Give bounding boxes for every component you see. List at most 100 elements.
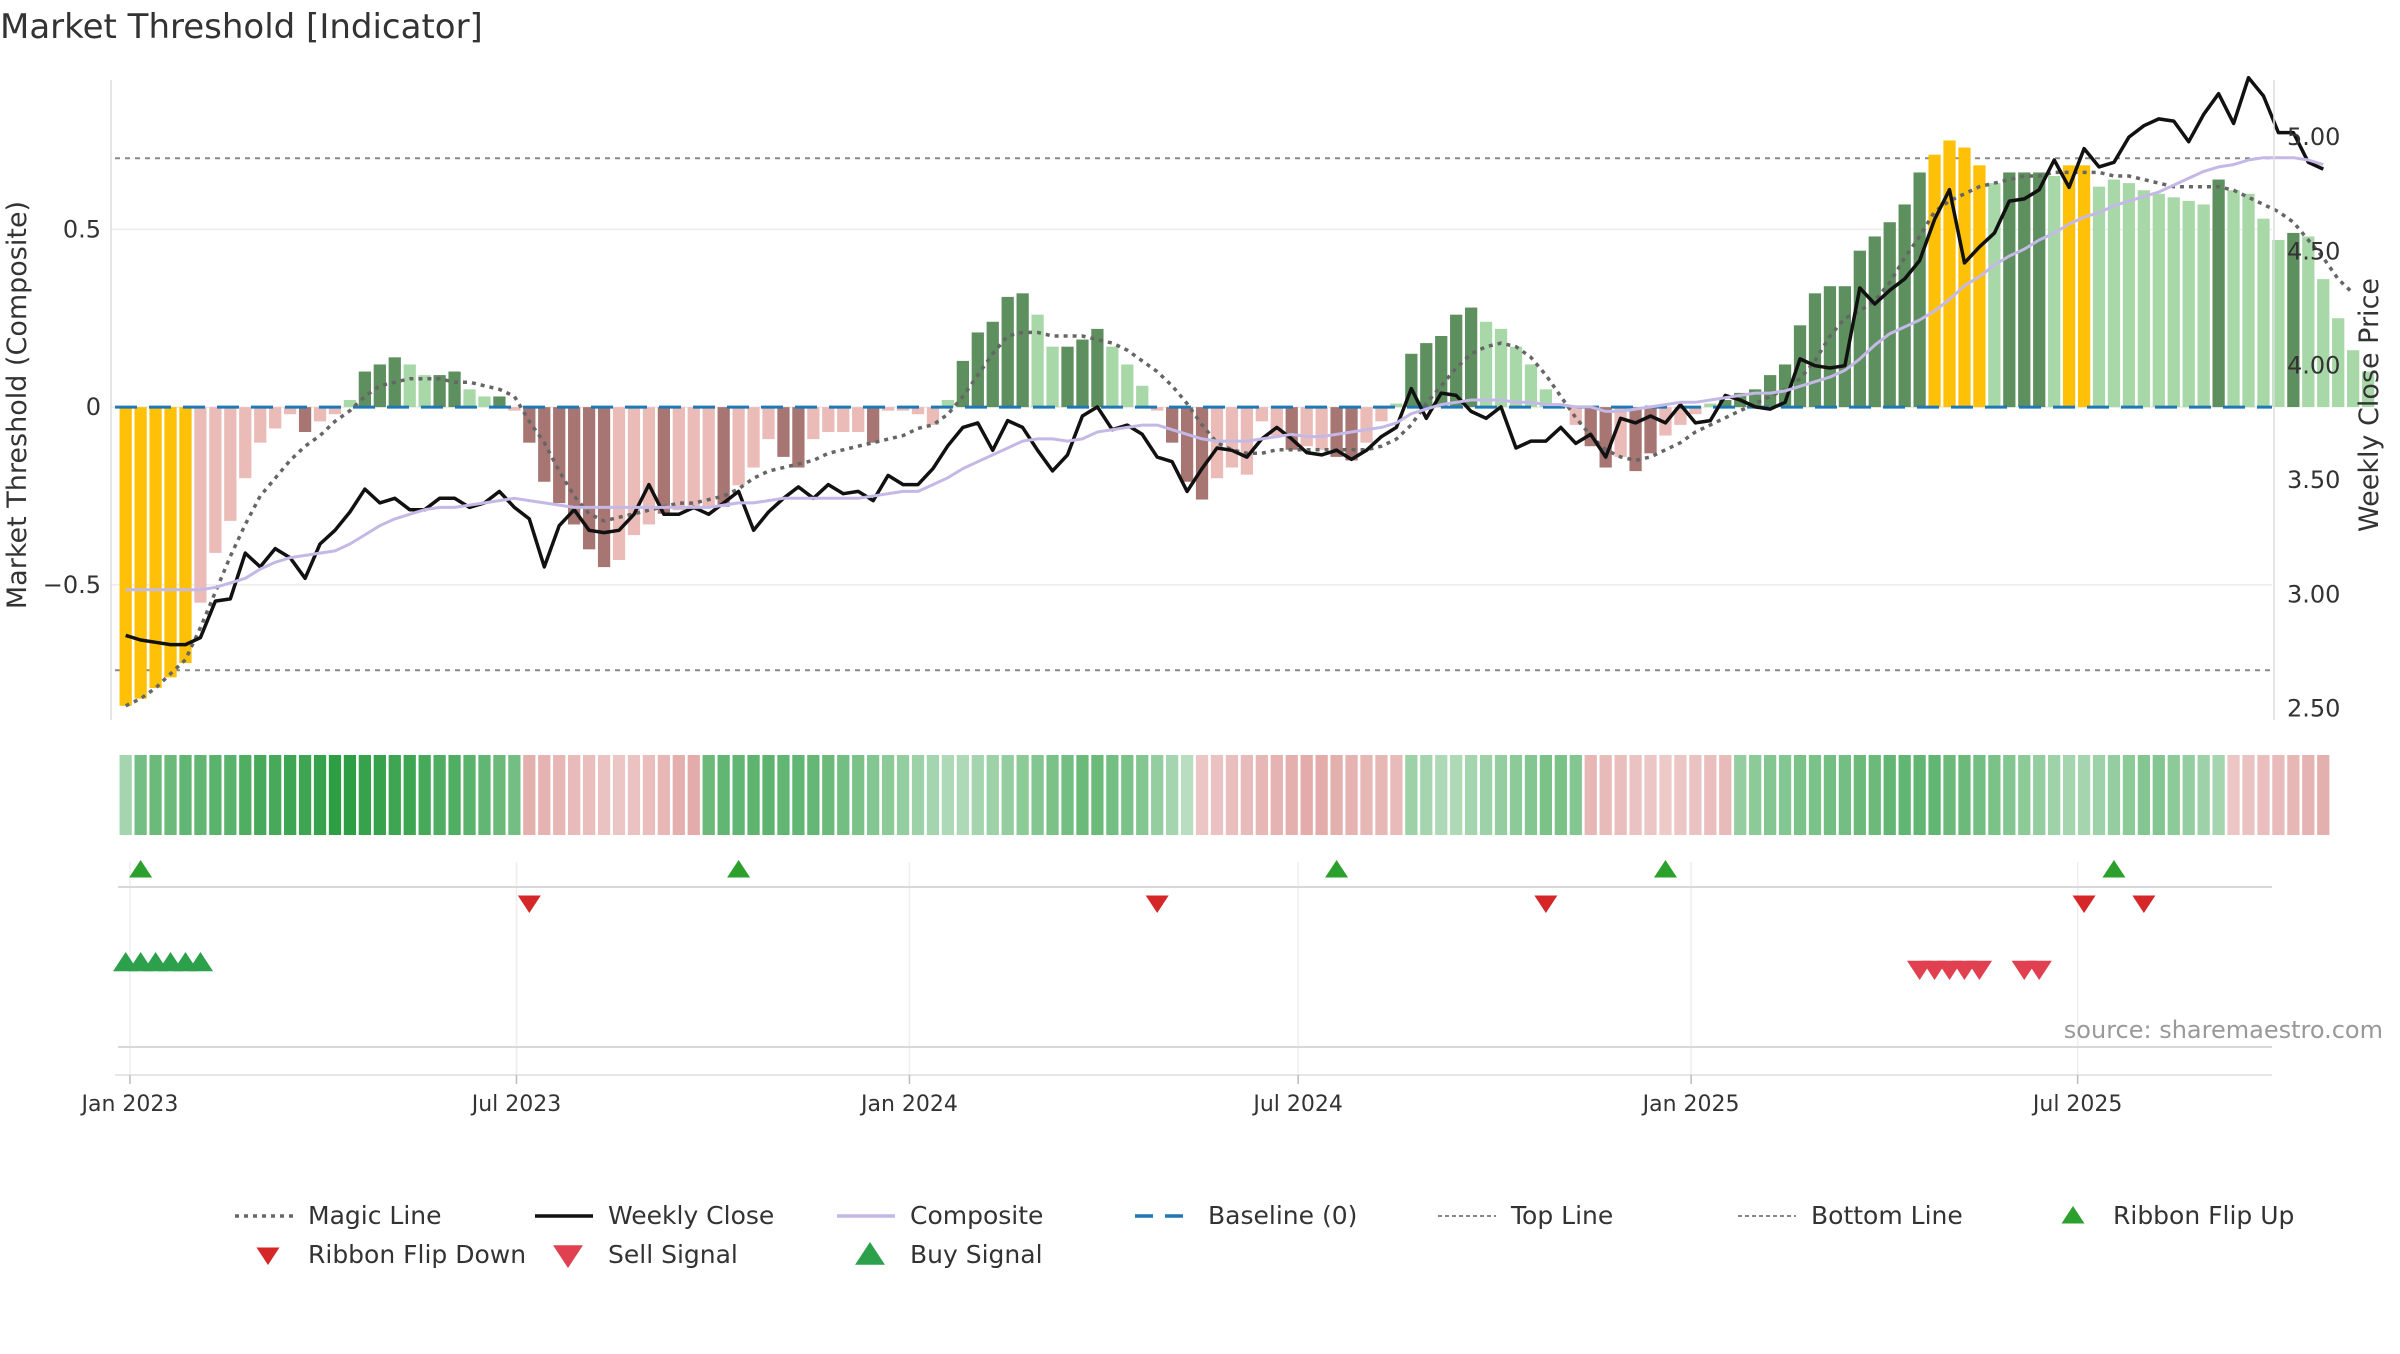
ribbon-cell	[478, 755, 491, 835]
composite-bar	[2212, 179, 2225, 408]
composite-bar	[179, 407, 192, 664]
ribbon-cell	[2167, 755, 2180, 835]
x-tick-label: Jan 2023	[79, 1092, 178, 1117]
composite-bar	[2137, 190, 2150, 408]
ribbon-cell	[1808, 755, 1822, 835]
ribbon-cell	[328, 755, 342, 835]
composite-bar	[1076, 339, 1089, 408]
composite-bar	[2347, 350, 2360, 408]
composite-bar	[493, 396, 506, 408]
x-tick-label: Jan 2025	[1641, 1092, 1740, 1117]
ribbon-cell	[1958, 755, 1971, 835]
composite-bar	[1943, 140, 1956, 408]
composite-bar	[553, 407, 566, 504]
ribbon-cell	[1674, 755, 1687, 835]
composite-bar	[1704, 403, 1717, 408]
composite-bar	[1330, 407, 1343, 457]
ribbon-cell	[1734, 755, 1747, 835]
composite-bar	[358, 371, 371, 408]
composite-bar	[508, 407, 521, 411]
ribbon-cell	[1405, 755, 1418, 835]
composite-bar	[328, 407, 342, 415]
composite-bar	[2272, 240, 2285, 408]
ribbon-cell	[2077, 755, 2091, 835]
y-axis-right-label: Weekly Close Price	[2354, 278, 2385, 532]
ribbon-flip-down-marker	[1145, 895, 1169, 913]
ribbon-cell	[1285, 755, 1298, 835]
axes: 0.5 0 −0.5 5.00 4.50 4.00 3.50 3.00 2.50	[43, 80, 2340, 723]
sell-signal-marker	[2026, 960, 2052, 980]
legend-label: Buy Signal	[910, 1240, 1043, 1269]
ribbon-cell	[2003, 755, 2016, 835]
composite-bar	[1151, 407, 1164, 411]
composite-bar	[239, 407, 252, 479]
composite-bar	[2317, 279, 2330, 408]
ribbon-cell	[852, 755, 865, 835]
composite-bar	[1435, 336, 1448, 408]
composite-bar	[2018, 172, 2031, 408]
composite-bar	[1853, 250, 1866, 408]
sell-signal-marker	[1966, 960, 1993, 980]
ribbon-flip-up-marker	[129, 860, 153, 878]
ribbon-cell	[298, 755, 312, 835]
ribbon-cell	[1928, 755, 1941, 835]
composite-bar	[2182, 200, 2195, 408]
composite-bar	[1091, 328, 1104, 408]
ribbon-cell	[433, 755, 446, 835]
ribbon-cell	[1360, 755, 1373, 835]
ribbon-cell	[1973, 755, 1986, 835]
composite-bar	[657, 407, 670, 514]
ribbon-cell	[777, 755, 790, 835]
composite-bar	[702, 407, 715, 507]
composite-bar	[119, 407, 132, 706]
legend-swatch	[553, 1245, 583, 1268]
composite-bar	[2167, 197, 2180, 408]
composite-bar	[1031, 314, 1044, 408]
composite-bar	[1360, 407, 1373, 443]
ribbon-cell	[1375, 755, 1388, 835]
composite-bar	[986, 321, 999, 408]
ribbon-cell	[1838, 755, 1852, 835]
composite-bar	[1225, 407, 1239, 468]
composite-bar	[1973, 165, 1986, 408]
ribbon-cell	[1225, 755, 1239, 835]
ribbon-cell	[1554, 755, 1567, 835]
ribbon-cell	[149, 755, 162, 835]
legend-item: Baseline (0)	[1135, 1201, 1357, 1230]
ribbon-cell	[493, 755, 506, 835]
composite-bar	[1180, 407, 1194, 482]
ribbon-flip-up-marker	[1653, 860, 1677, 878]
ribbon-cell	[747, 755, 760, 835]
ribbon-cell	[179, 755, 192, 835]
composite-bar	[1494, 328, 1508, 408]
ribbon-cell	[2048, 755, 2061, 835]
composite-bar	[2048, 176, 2061, 408]
composite-bar	[2227, 190, 2240, 408]
ribbon-cell	[1704, 755, 1717, 835]
composite-bar	[822, 407, 835, 432]
ribbon-cell	[1793, 755, 1807, 835]
composite-bar	[1061, 346, 1074, 408]
ribbon-cell	[1330, 755, 1343, 835]
composite-bar	[448, 371, 461, 408]
ribbon-cell	[1659, 755, 1672, 835]
ribbon-cell	[1584, 755, 1597, 835]
composite-bar	[1390, 403, 1403, 408]
composite-bar	[642, 407, 656, 525]
weekly-close-line	[125, 75, 2325, 647]
composite-bar	[1001, 296, 1014, 408]
ribbon-cell	[508, 755, 521, 835]
composite-bar	[2257, 218, 2270, 408]
composite-bar	[1689, 407, 1702, 415]
legend-item: Weekly Close	[535, 1201, 774, 1230]
ribbon-cell	[1001, 755, 1014, 835]
x-axis: Jan 2023 Jul 2023 Jan 2024 Jul 2024 Jan 2025…	[79, 1074, 2272, 1117]
ribbon-cell	[2257, 755, 2270, 835]
composite-bar	[2332, 318, 2345, 408]
ribbon-cell	[2182, 755, 2195, 835]
composite-bar	[582, 407, 596, 550]
ribbon-cell	[1300, 755, 1313, 835]
composite-bar	[2287, 232, 2300, 408]
composite-bar	[747, 407, 760, 468]
composite-bar	[298, 407, 312, 432]
